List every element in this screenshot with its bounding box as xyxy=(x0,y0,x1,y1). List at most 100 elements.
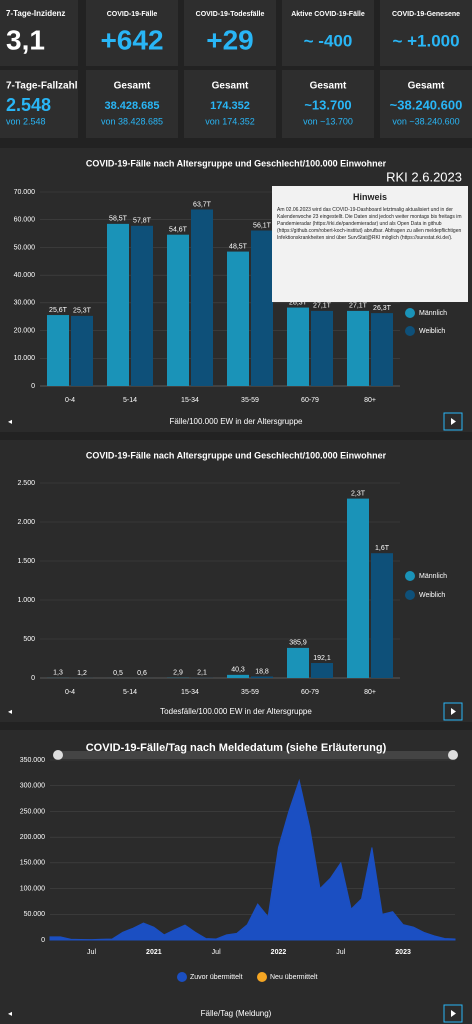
value-label: 0,6 xyxy=(137,670,147,677)
tile-value: +29 xyxy=(206,24,254,55)
tile xyxy=(380,70,472,138)
axis-title: Fälle/Tag (Meldung) xyxy=(201,1009,272,1018)
slider-handle[interactable] xyxy=(53,750,63,760)
bar xyxy=(191,209,213,386)
tile-sub: von 174.352 xyxy=(205,116,255,126)
x-tick-label: 15-34 xyxy=(181,397,199,404)
area xyxy=(49,778,456,941)
chart-title: COVID-19-Fälle/Tag nach Meldedatum (sieh… xyxy=(86,742,387,754)
tile xyxy=(184,0,276,66)
tile-value: 38.428.685 xyxy=(104,100,159,112)
bar xyxy=(371,553,393,678)
y-tick-label: 70.000 xyxy=(14,189,36,196)
value-label: 192,1 xyxy=(313,655,331,662)
legend-label: Weiblich xyxy=(419,592,445,599)
x-tick-label: 2023 xyxy=(395,949,411,956)
tile xyxy=(184,70,276,138)
nav-next[interactable] xyxy=(443,412,463,431)
y-tick-label: 50.000 xyxy=(24,911,46,918)
tile-sub: von ~38.240.600 xyxy=(392,116,459,126)
nav-next[interactable] xyxy=(443,1004,463,1023)
value-label: 57,8T xyxy=(133,218,152,225)
value-label: 25,3T xyxy=(73,308,92,315)
tile xyxy=(0,0,78,66)
tile-value: 2.548 xyxy=(6,95,51,115)
tile-label: Gesamt xyxy=(114,81,151,92)
x-tick-label: 60-79 xyxy=(301,397,319,404)
slider-track[interactable] xyxy=(56,751,456,759)
value-label: 25,6T xyxy=(49,307,68,314)
tile-label: COVID-19-Fälle xyxy=(107,11,158,18)
value-label: 40,3 xyxy=(231,667,245,674)
value-label: 0,5 xyxy=(113,670,123,677)
y-tick-label: 2.500 xyxy=(17,480,35,487)
y-tick-label: 200.000 xyxy=(20,834,45,841)
hint-box: Hinweis Am 02.06.2023 wird das COVID-19-D… xyxy=(272,186,468,302)
bar xyxy=(311,663,333,678)
x-tick-label: 0-4 xyxy=(65,689,75,696)
value-label: 28,3T xyxy=(289,299,308,306)
y-tick-label: 2.000 xyxy=(17,519,35,526)
tile-value: ~ +1.000 xyxy=(392,31,459,50)
y-tick-label: 300.000 xyxy=(20,783,45,790)
x-tick-label: 0-4 xyxy=(65,397,75,404)
legend-label: Männlich xyxy=(419,310,447,317)
value-label: 1,3 xyxy=(53,670,63,677)
tile-value: ~38.240.600 xyxy=(390,97,463,112)
value-label: 58,5T xyxy=(109,216,128,223)
slider-handle[interactable] xyxy=(448,750,458,760)
hint-text: Am 02.06.2023 wird das COVID-19-Dashboar… xyxy=(277,207,462,241)
bar xyxy=(347,310,369,386)
bar xyxy=(347,498,369,678)
value-label: 27,1T xyxy=(313,303,332,310)
x-tick-label: Jul xyxy=(212,949,221,956)
value-label: 1,2 xyxy=(77,670,87,677)
y-tick-label: 250.000 xyxy=(20,808,45,815)
y-tick-label: 20.000 xyxy=(14,327,36,334)
y-tick-label: 60.000 xyxy=(14,217,36,224)
legend-swatch xyxy=(405,571,415,581)
nav-prev[interactable]: ◂ xyxy=(8,417,12,426)
tile-label: Aktive COVID-19-Fälle xyxy=(291,11,365,18)
nav-next-icon xyxy=(451,708,456,715)
x-tick-label: Jul xyxy=(336,949,345,956)
bar xyxy=(107,223,129,386)
tile xyxy=(86,70,178,138)
chart-title: COVID-19-Fälle nach Altersgruppe und Ges… xyxy=(86,158,387,168)
tile-value: ~ -400 xyxy=(304,31,353,50)
x-tick-label: 35-59 xyxy=(241,689,259,696)
y-tick-label: 1.500 xyxy=(17,558,35,565)
tile-sub: von ~13.700 xyxy=(303,116,353,126)
y-tick-label: 40.000 xyxy=(14,272,36,279)
tile xyxy=(282,70,374,138)
value-label: 2,9 xyxy=(173,670,183,677)
nav-prev[interactable]: ◂ xyxy=(8,707,12,716)
x-tick-label: 35-59 xyxy=(241,397,259,404)
legend-label: Weiblich xyxy=(419,328,445,335)
y-tick-label: 30.000 xyxy=(14,300,36,307)
x-tick-label: 15-34 xyxy=(181,689,199,696)
legend-label: Männlich xyxy=(419,573,447,580)
bar xyxy=(251,676,273,678)
x-tick-label: 2022 xyxy=(271,949,287,956)
legend-label: Neu übermittelt xyxy=(270,974,318,981)
tile-label: Gesamt xyxy=(212,81,249,92)
bar xyxy=(167,234,189,386)
tile xyxy=(86,0,178,66)
tile-label: Gesamt xyxy=(408,81,445,92)
tile-label: 7-Tage-Fallzahl xyxy=(6,81,78,92)
y-tick-label: 500 xyxy=(23,636,35,643)
legend-label: Zuvor übermittelt xyxy=(190,974,243,981)
bar xyxy=(287,647,309,678)
value-label: 385,9 xyxy=(289,640,307,647)
nav-prev[interactable]: ◂ xyxy=(8,1009,12,1018)
x-tick-label: 80+ xyxy=(364,397,376,404)
nav-next[interactable] xyxy=(443,702,463,721)
y-tick-label: 50.000 xyxy=(14,244,36,251)
tile-value: 3,1 xyxy=(6,24,45,55)
legend-swatch xyxy=(257,972,267,982)
nav-next-icon xyxy=(451,418,456,425)
x-tick-label: 5-14 xyxy=(123,397,137,404)
bar xyxy=(227,251,249,386)
value-label: 56,1T xyxy=(253,222,272,229)
